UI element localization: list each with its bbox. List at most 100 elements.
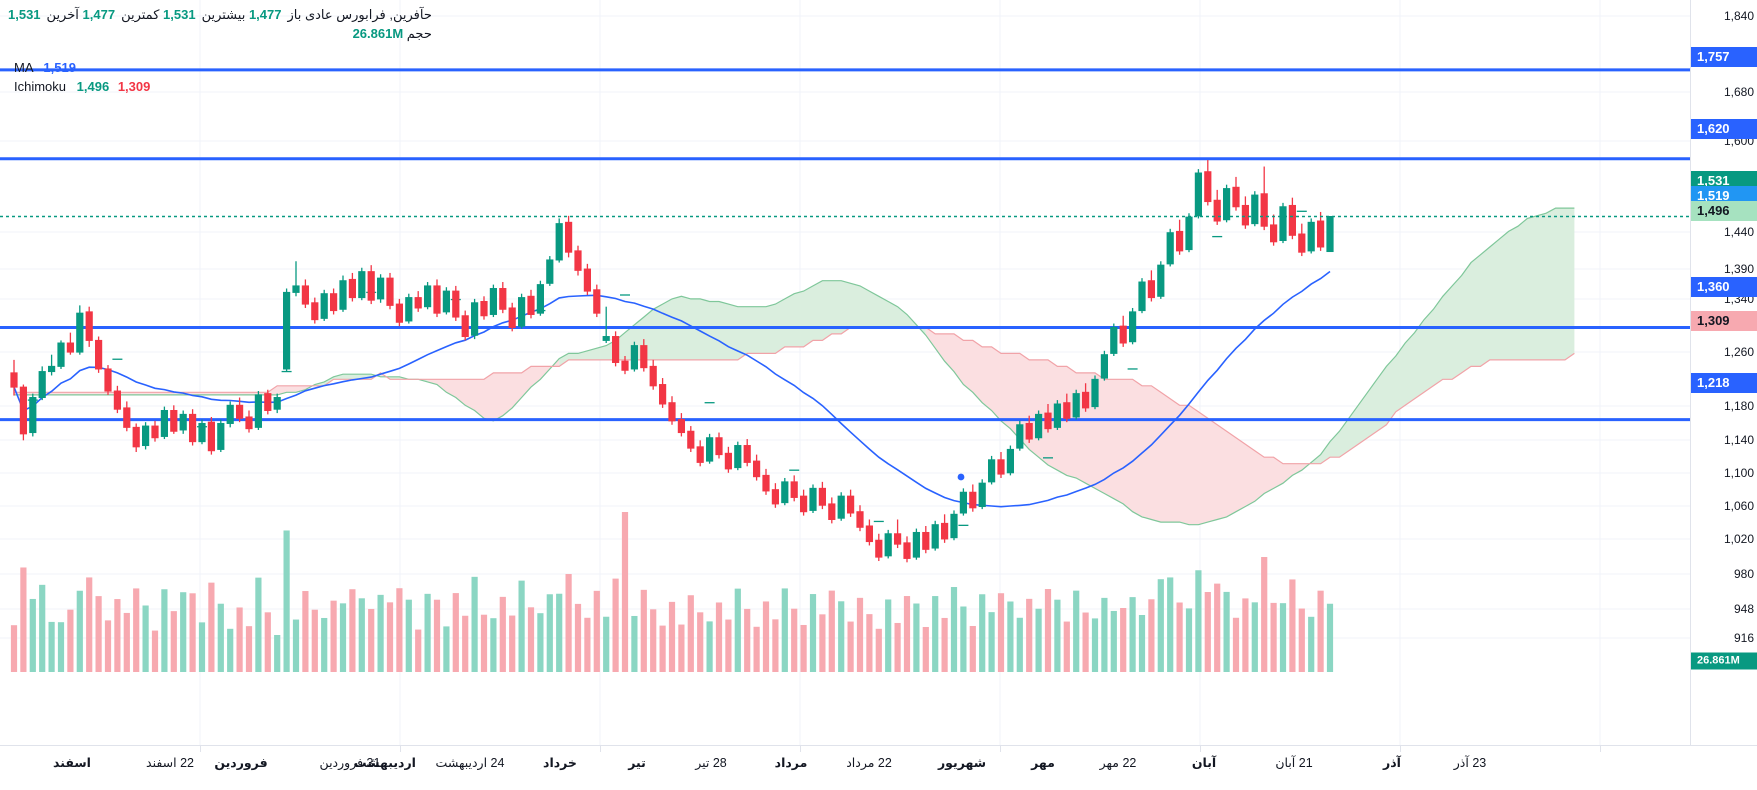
volume-bar: [1251, 602, 1258, 672]
candle: [1025, 422, 1033, 440]
candle: [1129, 311, 1137, 343]
price-axis-badge[interactable]: 1,309: [1691, 311, 1757, 331]
volume-bar: [1185, 608, 1193, 672]
candle: [471, 302, 479, 336]
volume-bar: [1279, 603, 1287, 672]
volume-bar: [1091, 618, 1099, 672]
volume-bar: [640, 589, 647, 672]
volume-bar: [753, 626, 760, 672]
candle: [1298, 233, 1306, 253]
volume-bar: [847, 621, 854, 672]
candlestick-series[interactable]: [10, 160, 1334, 563]
candle: [1138, 281, 1146, 312]
candle: [875, 539, 883, 558]
volume-bar: [227, 628, 234, 672]
candle: [339, 280, 347, 310]
chart-canvas: [0, 0, 1690, 745]
candle: [715, 437, 723, 456]
time-axis-label: تیر: [628, 756, 646, 770]
time-axis[interactable]: اسفند 22 اسفند فروردین 31 فروردین اردیبهشت 24…: [0, 745, 1757, 790]
price-axis-badge[interactable]: 1,620: [1691, 119, 1757, 139]
candle: [179, 413, 187, 431]
price-axis-badge[interactable]: 1,496: [1691, 201, 1757, 221]
candle: [950, 513, 958, 539]
legend-ichimoku-label[interactable]: Ichimoku: [14, 79, 67, 94]
candle: [734, 445, 742, 469]
volume-series[interactable]: [10, 512, 1334, 672]
candle: [452, 290, 460, 318]
volume-bar: [321, 617, 328, 672]
volume-bar: [941, 617, 948, 672]
candle: [997, 459, 1005, 475]
legend-open-label: باز: [287, 7, 302, 22]
candle: [48, 365, 56, 373]
candle: [743, 445, 751, 463]
volume-bar: [518, 580, 525, 672]
time-axis-label: اردیبهشت: [354, 756, 416, 770]
candle: [1176, 230, 1184, 252]
legend-symbol[interactable]: حآفرین, فرابورس عادی: [304, 7, 432, 22]
volume-bar: [1110, 610, 1117, 672]
candle: [809, 487, 817, 511]
volume-bar: [762, 601, 770, 672]
legend-volume-value: 26.861M: [352, 25, 404, 41]
price-axis-badge[interactable]: 1,360: [1691, 277, 1757, 297]
candle: [612, 336, 620, 363]
price-level-lines[interactable]: [0, 68, 1690, 422]
price-axis[interactable]: 1,840 1,680 1,600 1,440 1,390 1,340 1,260 1,180…: [1690, 0, 1757, 745]
volume-bar: [997, 593, 1005, 672]
candle: [29, 397, 37, 434]
volume-bar: [1167, 577, 1174, 672]
candle: [1016, 424, 1024, 449]
time-axis-label: مرداد: [774, 756, 808, 770]
candle: [574, 250, 582, 271]
price-axis-badge[interactable]: 26.861M: [1691, 652, 1757, 670]
candle: [696, 446, 704, 463]
volume-bar: [490, 618, 497, 672]
legend-ma-row: MA 1,519: [14, 60, 150, 75]
volume-bar: [377, 594, 384, 672]
volume-bar: [1232, 617, 1240, 672]
volume-bar: [255, 577, 262, 672]
candle: [499, 288, 507, 310]
price-axis-badge[interactable]: 1,218: [1691, 373, 1757, 393]
volume-bar: [659, 625, 666, 672]
volume-bar: [311, 609, 318, 672]
candle: [264, 393, 272, 411]
legend-ma-label[interactable]: MA: [14, 60, 33, 75]
price-chart-panel[interactable]: [0, 0, 1690, 745]
candle: [1147, 280, 1156, 299]
candle: [1241, 204, 1250, 226]
price-axis-badge[interactable]: 1,757: [1691, 47, 1757, 67]
volume-bar: [668, 601, 676, 672]
time-axis-separator: [1400, 746, 1401, 752]
volume-bar: [574, 603, 582, 672]
volume-bar: [1270, 602, 1277, 672]
volume-bar: [527, 607, 535, 672]
candle: [941, 522, 949, 540]
price-axis-tick: 1,390: [1723, 262, 1754, 276]
time-axis-label: آبان: [1191, 756, 1217, 770]
candle: [1232, 186, 1240, 208]
volume-bar: [415, 629, 422, 672]
candle: [113, 390, 122, 410]
grid-lines: [0, 0, 1690, 745]
volume-bar: [715, 602, 723, 672]
candle: [311, 302, 319, 321]
volume-bar: [471, 576, 478, 672]
candle: [66, 342, 75, 353]
candle: [245, 416, 253, 430]
candle: [480, 300, 488, 317]
volume-bar: [950, 587, 958, 672]
candle: [123, 407, 131, 428]
candle: [1213, 199, 1221, 222]
legend-open-value: 1,477: [248, 7, 282, 22]
candle: [677, 419, 685, 434]
time-axis-separator: [1600, 746, 1601, 752]
volume-bar: [198, 622, 206, 672]
price-axis-tick: 1,180: [1723, 399, 1754, 413]
candle: [771, 489, 779, 505]
price-axis-tick: 1,260: [1723, 345, 1754, 359]
chart-marker-dot[interactable]: [957, 473, 965, 481]
candle: [1307, 221, 1315, 252]
